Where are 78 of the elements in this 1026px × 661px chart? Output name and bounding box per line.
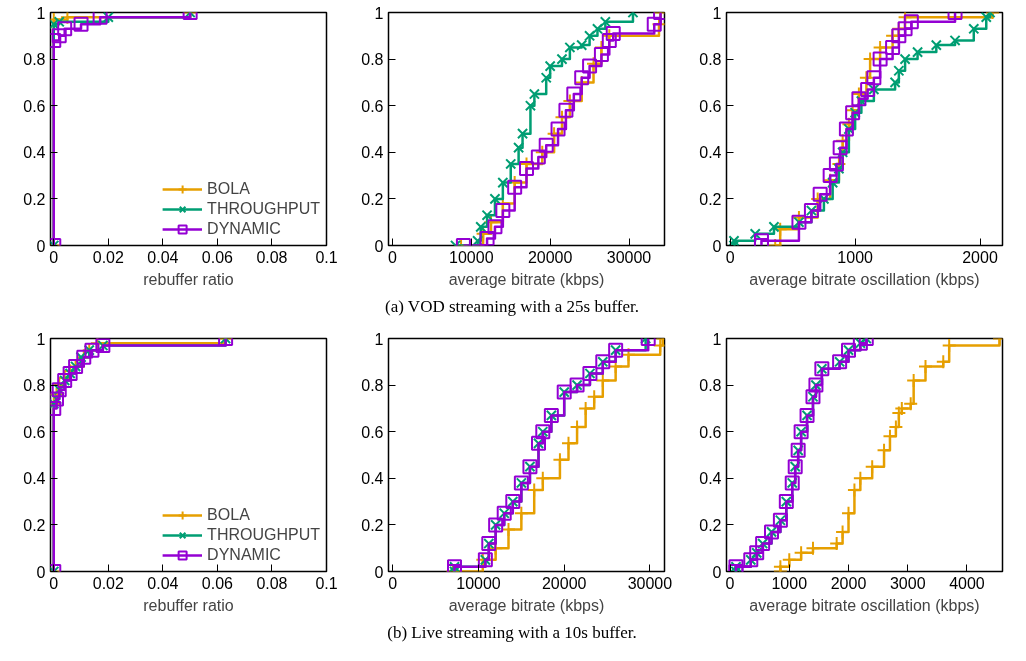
x-tick-label: 0 <box>49 248 59 266</box>
y-tick-label: 0.8 <box>361 377 384 395</box>
x-tick-label: 3000 <box>889 574 926 592</box>
legend-label: DYNAMIC <box>207 546 281 564</box>
text: (b) Live streaming with a 10s buffer. <box>387 622 637 644</box>
y-tick-label: 0.2 <box>23 516 46 534</box>
x-tick-label: 0.06 <box>201 248 234 266</box>
y-tick-label: 0 <box>712 237 722 255</box>
x-tick-label: 10000 <box>449 248 494 266</box>
y-tick-label: 0.4 <box>361 144 384 162</box>
y-tick-label: 1 <box>712 330 722 348</box>
x-tick-label: 0.1 <box>315 574 338 592</box>
text: (a) VOD streaming with a 25s buffer. <box>385 296 639 318</box>
y-tick-label: 0 <box>36 563 46 581</box>
y-tick-label: 0.6 <box>699 423 722 441</box>
y-tick-label: 0.2 <box>699 516 722 534</box>
y-tick-label: 0.4 <box>699 470 722 488</box>
legend-label: BOLA <box>207 506 250 524</box>
x-tick-label: 0.08 <box>256 574 288 592</box>
x-tick-label: 0.02 <box>92 574 124 592</box>
x-tick-label: 0.06 <box>201 574 234 592</box>
y-tick-label: 0.8 <box>23 51 46 69</box>
x-tick-label: 0.02 <box>92 248 124 266</box>
y-tick-label: 0.8 <box>699 51 722 69</box>
x-tick-label: 30000 <box>606 248 652 266</box>
y-tick-label: 1 <box>36 4 46 22</box>
y-tick-label: 0.6 <box>23 97 46 115</box>
y-tick-label: 0 <box>374 237 384 255</box>
y-tick-label: 0.2 <box>699 190 722 208</box>
x-axis-title: average bitrate (kbps) <box>448 270 605 288</box>
x-axis-title: average bitrate oscillation (kbps) <box>749 596 980 614</box>
y-tick-label: 0.4 <box>699 144 722 162</box>
legend-label: THROUGHPUT <box>207 526 320 544</box>
y-tick-label: 0 <box>712 563 722 581</box>
x-tick-label: 0 <box>725 248 735 266</box>
x-tick-label: 0.04 <box>147 248 179 266</box>
x-tick-label: 2000 <box>962 248 998 266</box>
y-tick-label: 1 <box>374 330 384 348</box>
y-tick-label: 0 <box>374 563 384 581</box>
legend-label: DYNAMIC <box>207 220 281 238</box>
x-tick-label: 0 <box>388 574 398 592</box>
y-tick-label: 0.2 <box>361 516 384 534</box>
y-tick-label: 0.6 <box>23 423 46 441</box>
x-tick-label: 1000 <box>771 574 808 592</box>
y-tick-label: 0.8 <box>361 51 384 69</box>
x-axis-title: average bitrate oscillation (kbps) <box>749 270 980 288</box>
y-tick-label: 0.4 <box>361 470 384 488</box>
y-tick-label: 0.6 <box>361 97 384 115</box>
x-tick-label: 4000 <box>949 574 985 592</box>
x-tick-label: 20000 <box>541 574 587 592</box>
y-tick-label: 0.8 <box>23 377 46 395</box>
x-tick-label: 20000 <box>527 248 573 266</box>
y-tick-label: 0.6 <box>361 423 384 441</box>
y-tick-label: 1 <box>712 4 722 22</box>
x-tick-label: 1000 <box>837 248 874 266</box>
x-axis-title: rebuffer ratio <box>143 596 234 614</box>
legend-label: BOLA <box>207 180 250 198</box>
y-tick-label: 0.2 <box>361 190 384 208</box>
x-tick-label: 0.04 <box>147 574 179 592</box>
y-tick-label: 0 <box>36 237 46 255</box>
x-axis-title: average bitrate (kbps) <box>448 596 605 614</box>
y-tick-label: 1 <box>36 330 46 348</box>
legend-label: THROUGHPUT <box>207 200 320 218</box>
x-tick-label: 30000 <box>627 574 673 592</box>
x-tick-label: 0 <box>725 574 735 592</box>
x-tick-label: 10000 <box>456 574 501 592</box>
y-tick-label: 0.8 <box>699 377 722 395</box>
x-tick-label: 0 <box>49 574 59 592</box>
x-tick-label: 0 <box>387 248 397 266</box>
x-axis-title: rebuffer ratio <box>143 270 234 288</box>
y-tick-label: 0.4 <box>23 470 46 488</box>
y-tick-label: 0.2 <box>23 190 46 208</box>
x-tick-label: 0.1 <box>315 248 338 266</box>
x-tick-label: 0.08 <box>256 248 288 266</box>
y-tick-label: 0.6 <box>699 97 722 115</box>
y-tick-label: 0.4 <box>23 144 46 162</box>
x-tick-label: 2000 <box>830 574 867 592</box>
y-tick-label: 1 <box>374 4 384 22</box>
